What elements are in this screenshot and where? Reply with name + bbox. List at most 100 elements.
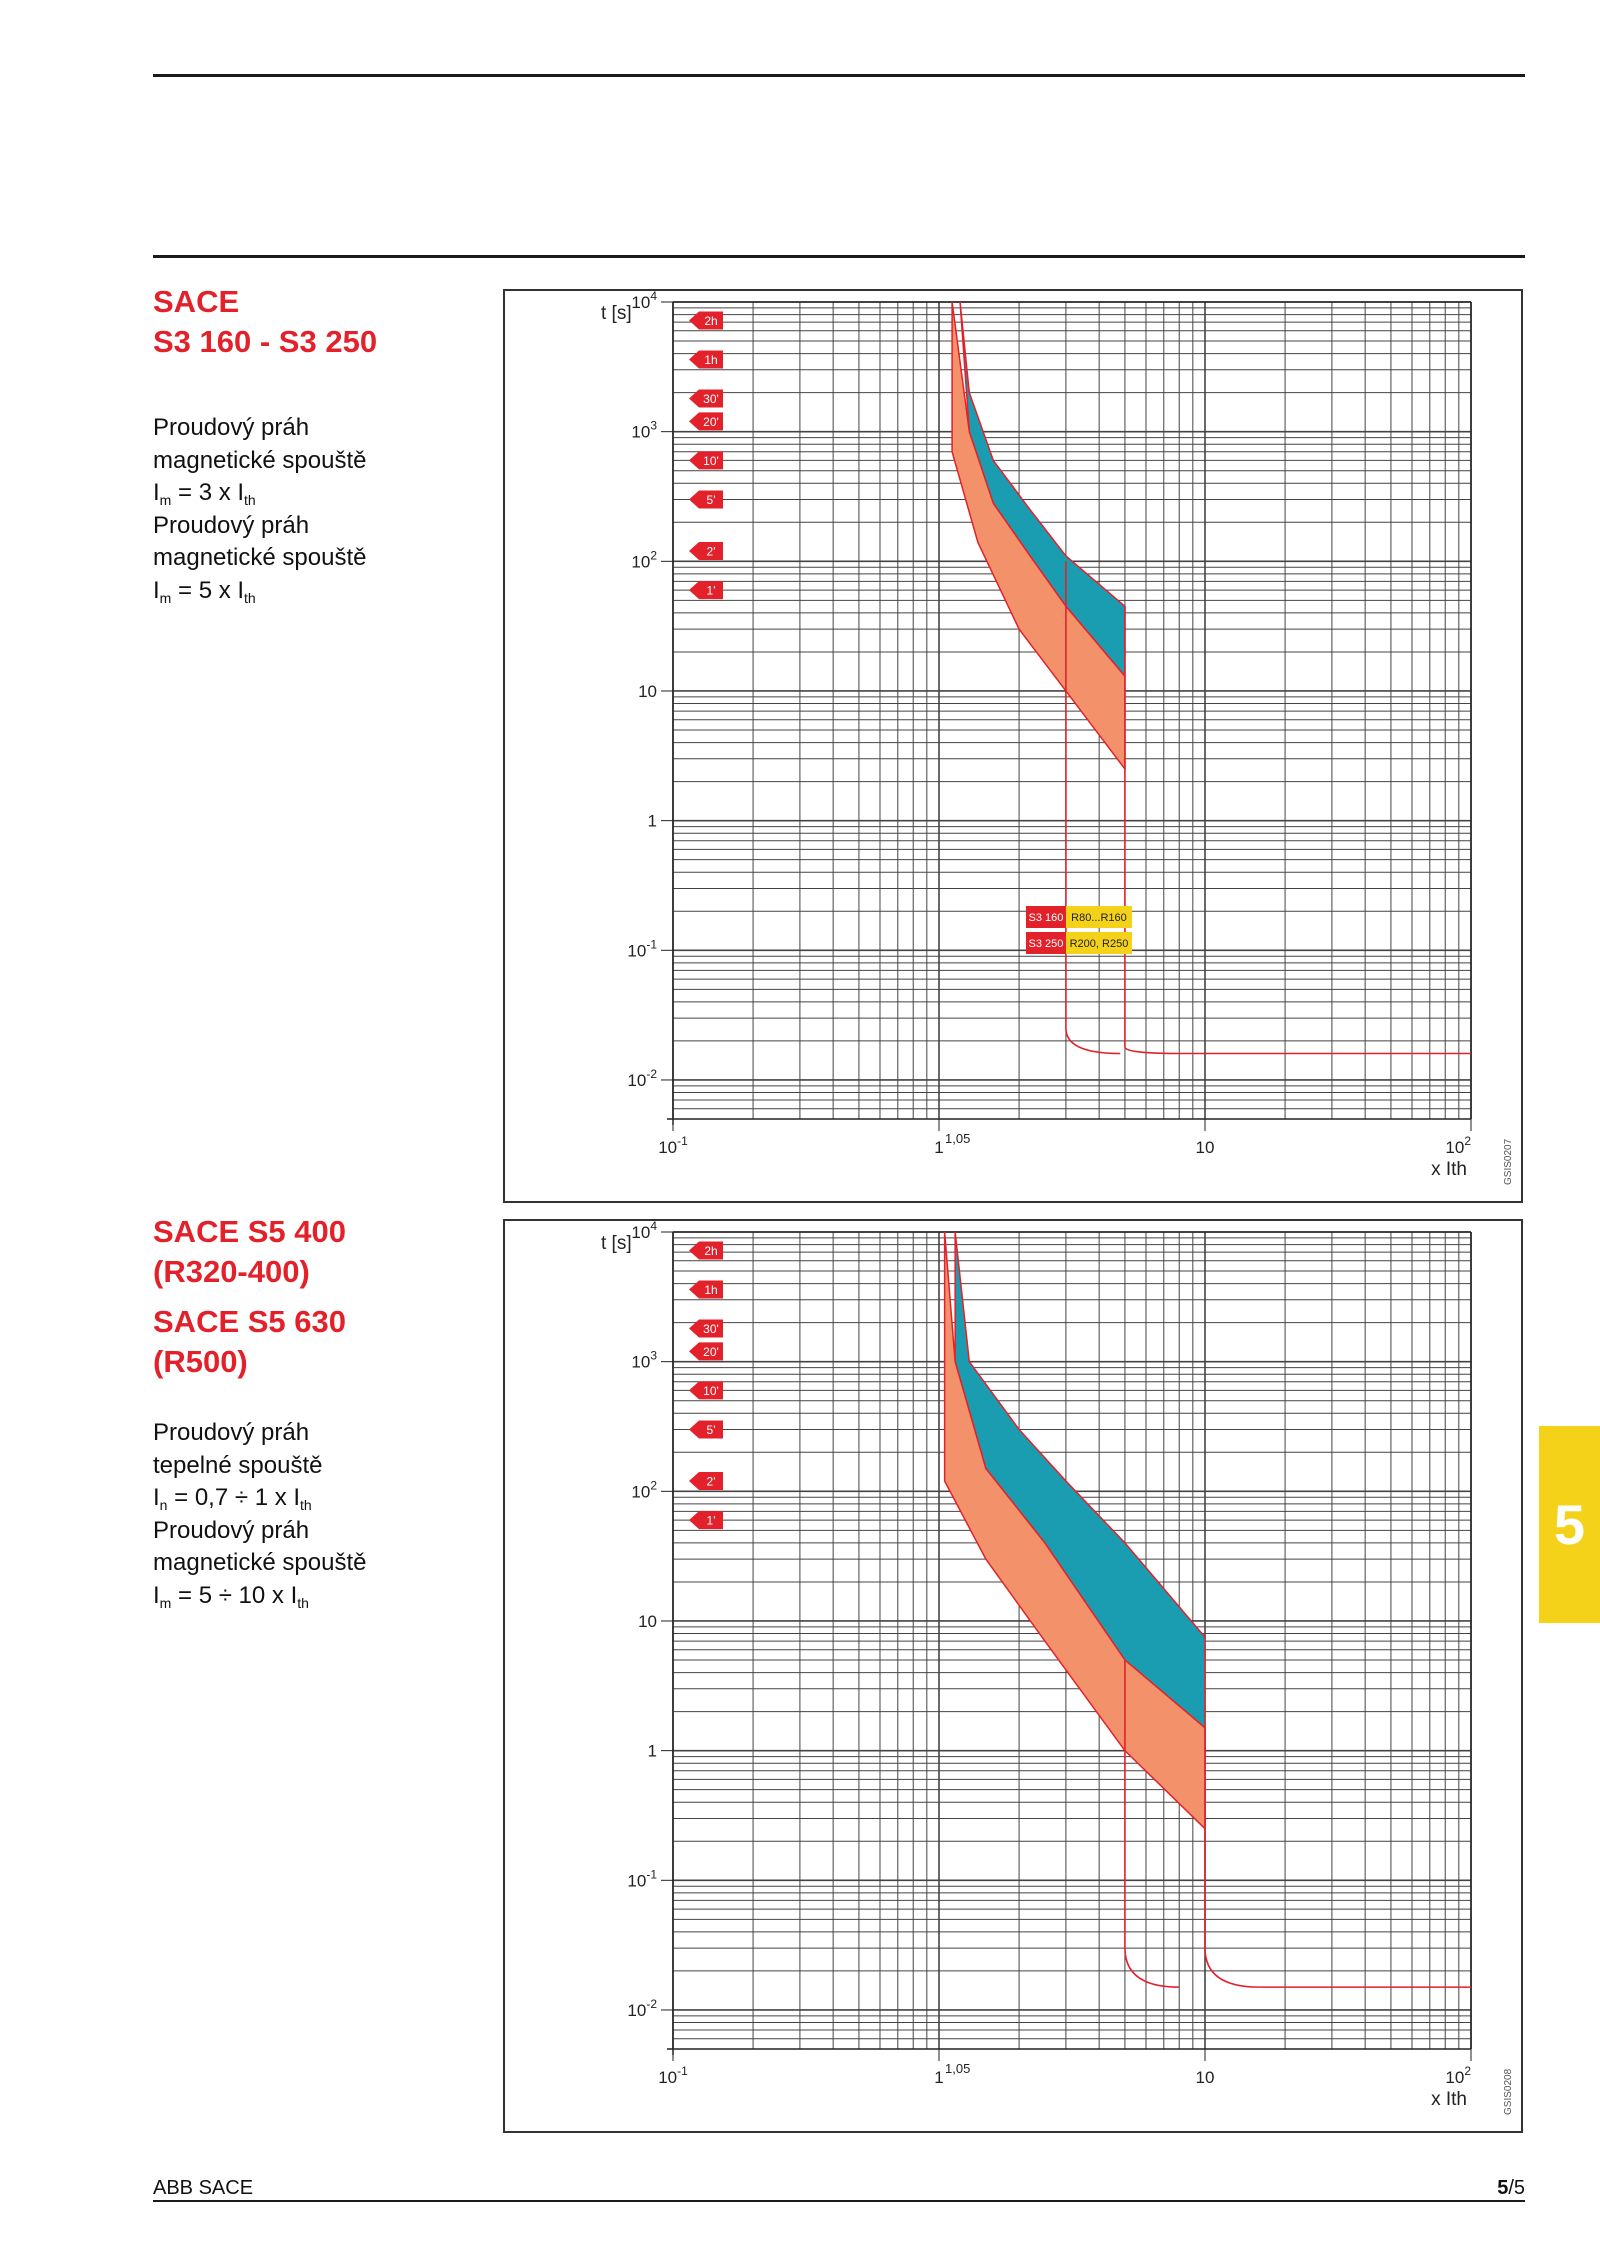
section2-desc-line: magnetické spouště bbox=[153, 1549, 367, 1576]
y-tick-exponent: 4 bbox=[650, 1221, 657, 1233]
y-tick-label: 10 bbox=[638, 682, 657, 701]
section2-desc-line: Proudový práh bbox=[153, 1419, 310, 1446]
y-tick-label: 10-1 bbox=[627, 937, 657, 960]
page-index: /5 bbox=[1508, 2177, 1525, 2199]
time-marker: 30' bbox=[689, 389, 723, 408]
time-marker: 10' bbox=[689, 1381, 723, 1400]
section2-desc-line: Proudový práh bbox=[153, 1516, 310, 1544]
y-tick-label: 104 bbox=[631, 1221, 657, 1242]
time-marker-tag bbox=[689, 451, 723, 470]
time-marker-label: 5' bbox=[707, 493, 716, 507]
section2-desc-line: In = 0,7 ÷ 1 x Ith bbox=[153, 1484, 312, 1513]
legend-tag: S3 160 R80...R160 bbox=[1025, 906, 1132, 928]
section2-title: SACE S5 400 (R320-400) bbox=[153, 1212, 346, 1292]
section2-description: Proudový práh tepelné spouště In = 0,7 ÷ 1… bbox=[153, 1417, 366, 1612]
section2-desc-line: tepelné spouště bbox=[153, 1451, 323, 1479]
time-marker: 20' bbox=[689, 1342, 723, 1361]
section1-desc-line: Proudový práh bbox=[153, 414, 310, 441]
time-marker: 2' bbox=[689, 1472, 723, 1491]
time-marker-label: 2h bbox=[704, 1244, 717, 1258]
legend-range-label: R200, R250 bbox=[1070, 938, 1129, 950]
time-marker-tag bbox=[689, 350, 723, 369]
x-tick-label: 1 bbox=[934, 1138, 943, 1157]
y-axis-label: t [s] bbox=[601, 303, 632, 324]
legend-range-box bbox=[1065, 932, 1132, 954]
section1-desc-line: Proudový práh bbox=[153, 511, 310, 539]
chart-panel-s5: 104 103 102 10 1 10-1 10-2 10-1 1 10 102 1,05 t [s] x… bbox=[503, 1219, 1523, 2133]
section1-title-line2: S3 160 - S3 250 bbox=[153, 324, 378, 359]
time-marker: 2' bbox=[689, 542, 723, 561]
x-axis-label: x Ith bbox=[1431, 2089, 1467, 2110]
section2-title-line1: SACE S5 400 bbox=[153, 1214, 346, 1249]
x-tick-label: 102 bbox=[1445, 1134, 1471, 1157]
section2-title-line3: SACE S5 630 bbox=[153, 1304, 346, 1339]
section1-desc-line: magnetické spouště bbox=[153, 446, 367, 474]
time-marker: 1h bbox=[689, 1280, 723, 1299]
page-chapter: 5 bbox=[1497, 2177, 1509, 2199]
y-tick-exponent: 4 bbox=[650, 291, 657, 303]
top-rule bbox=[153, 74, 1525, 77]
time-marker: 1h bbox=[689, 350, 723, 369]
time-marker-label: 5' bbox=[707, 1423, 716, 1437]
time-marker-label: 1' bbox=[707, 1514, 716, 1528]
x-tick-exponent: 2 bbox=[1464, 2064, 1471, 2078]
time-marker: 5' bbox=[689, 1420, 723, 1439]
y-tick-exponent: 2 bbox=[650, 1478, 657, 1492]
y-tick-label: 10-1 bbox=[627, 1867, 657, 1890]
footer-page-number: 5/5 bbox=[1497, 2177, 1525, 2200]
time-marker-tag bbox=[689, 542, 723, 561]
section1-desc-line: Im = 3 x Ith bbox=[153, 479, 256, 508]
grid bbox=[672, 301, 1472, 1120]
time-marker-label: 20' bbox=[703, 1345, 719, 1359]
time-marker-tag bbox=[689, 1381, 723, 1400]
x-tick-exponent: -1 bbox=[677, 1134, 688, 1148]
section2-subtitle: SACE S5 630 (R500) bbox=[153, 1302, 346, 1382]
y-tick-exponent: 2 bbox=[650, 548, 657, 562]
legend-range-box bbox=[1065, 906, 1132, 928]
y-tick-label: 10 bbox=[638, 1612, 657, 1631]
section1-desc-line: Im = 5 x Ith bbox=[153, 576, 256, 606]
y-tick-exponent: -2 bbox=[646, 1997, 657, 2011]
time-marker-tag bbox=[689, 1319, 723, 1338]
y-tick-label: 103 bbox=[631, 1349, 657, 1372]
section2-desc-line: Im = 5 ÷ 10 x Ith bbox=[153, 1581, 309, 1611]
time-marker-tag bbox=[689, 490, 723, 509]
time-marker-label: 30' bbox=[703, 1322, 719, 1336]
x-tick-label: 10-1 bbox=[658, 1134, 688, 1157]
time-marker-tag bbox=[689, 1342, 723, 1361]
legend-model-box bbox=[1025, 932, 1066, 954]
y-tick-label: 1 bbox=[648, 1742, 657, 1761]
section1-title-line1: SACE bbox=[153, 284, 240, 319]
y-tick-label: 10-2 bbox=[627, 1067, 657, 1090]
section1-desc-line: magnetické spouště bbox=[153, 544, 367, 571]
y-tick-label: 102 bbox=[631, 1478, 657, 1501]
time-marker-tag bbox=[689, 581, 723, 600]
time-marker-tag bbox=[689, 311, 723, 330]
y-tick-exponent: 3 bbox=[650, 419, 657, 433]
header-rule bbox=[153, 255, 1525, 258]
legend-model-label: S3 160 bbox=[1029, 912, 1064, 924]
legend-tag: S3 250 R200, R250 bbox=[1025, 932, 1132, 954]
section1-description: Proudový práh magnetické spouště Im = 3 x … bbox=[153, 412, 366, 607]
time-marker: 1' bbox=[689, 1511, 723, 1530]
time-marker-label: 2' bbox=[707, 1475, 716, 1489]
time-marker-label: 1' bbox=[707, 584, 716, 598]
y-tick-label: 1 bbox=[648, 812, 657, 831]
time-marker-label: 2h bbox=[704, 314, 717, 328]
magnetic-trip-line bbox=[1204, 1727, 1260, 1988]
time-marker: 20' bbox=[689, 412, 723, 431]
y-axis-label: t [s] bbox=[601, 1233, 632, 1254]
time-marker-label: 10' bbox=[703, 1384, 719, 1398]
x-tick-exponent: -1 bbox=[677, 2064, 688, 2078]
time-marker: 2h bbox=[689, 1241, 723, 1260]
time-marker: 30' bbox=[689, 1319, 723, 1338]
time-marker: 5' bbox=[689, 490, 723, 509]
x-axis-label: x Ith bbox=[1431, 1159, 1467, 1180]
legend-model-label: S3 250 bbox=[1029, 938, 1064, 950]
legend-model-box bbox=[1025, 906, 1066, 928]
y-tick-exponent: -2 bbox=[646, 1067, 657, 1081]
figure-code: GSIS0208 bbox=[1503, 2068, 1514, 2115]
x-annotation: 1,05 bbox=[945, 1131, 970, 1146]
legend-range-label: R80...R160 bbox=[1071, 912, 1127, 924]
